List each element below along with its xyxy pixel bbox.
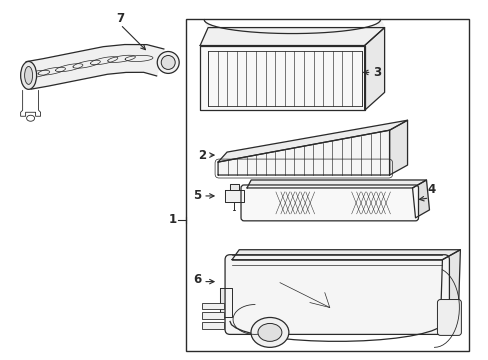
FancyBboxPatch shape: [241, 185, 418, 221]
Polygon shape: [218, 130, 389, 175]
Text: 2: 2: [198, 149, 206, 162]
Ellipse shape: [161, 55, 175, 69]
Ellipse shape: [250, 318, 288, 347]
Polygon shape: [218, 120, 407, 162]
Text: 5: 5: [193, 189, 201, 202]
Polygon shape: [364, 28, 384, 110]
Text: 6: 6: [193, 273, 201, 286]
FancyBboxPatch shape: [437, 300, 461, 336]
Text: 3: 3: [373, 66, 381, 79]
Bar: [186, 19, 468, 351]
Polygon shape: [200, 28, 384, 45]
Polygon shape: [246, 180, 426, 188]
Polygon shape: [229, 184, 239, 190]
Ellipse shape: [24, 67, 33, 84]
Ellipse shape: [157, 51, 179, 73]
Polygon shape: [203, 20, 384, 33]
Bar: [202, 302, 224, 310]
FancyBboxPatch shape: [224, 255, 448, 334]
Text: 4: 4: [427, 184, 435, 197]
Text: 7: 7: [116, 12, 124, 25]
Ellipse shape: [258, 323, 281, 341]
Polygon shape: [220, 288, 232, 318]
Polygon shape: [224, 190, 244, 202]
Polygon shape: [389, 120, 407, 175]
Polygon shape: [26, 45, 163, 89]
Polygon shape: [440, 250, 459, 323]
Bar: [202, 312, 224, 319]
Bar: [202, 323, 224, 329]
Polygon shape: [232, 250, 459, 260]
Text: 1: 1: [169, 213, 177, 226]
Polygon shape: [412, 180, 428, 218]
Ellipse shape: [20, 62, 37, 89]
Polygon shape: [200, 45, 364, 110]
